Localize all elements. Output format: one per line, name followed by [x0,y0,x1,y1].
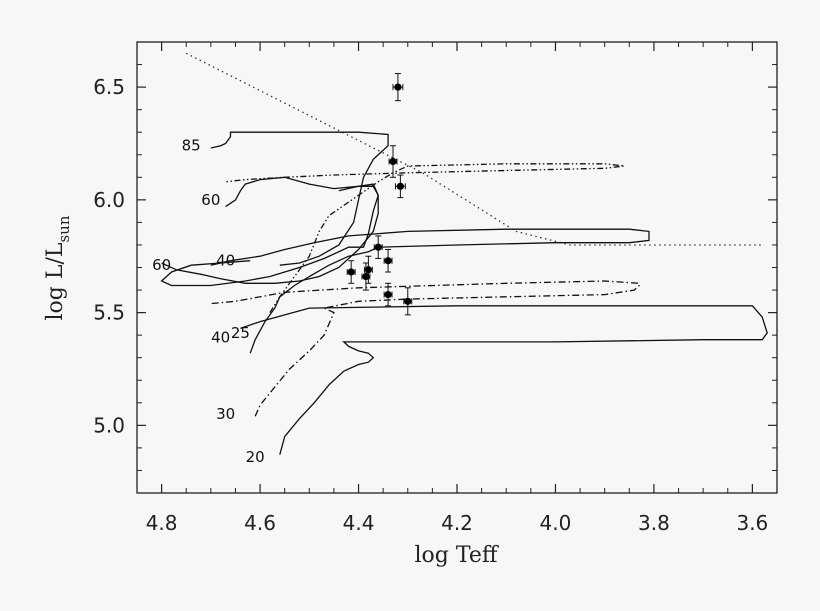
data-point [394,174,406,199]
y-tick-label: 5.5 [93,301,125,325]
point-marker [404,297,412,305]
x-tick-label: 4.8 [146,511,178,535]
x-axis-title: log Teff [415,543,499,568]
data-point [373,235,383,259]
track-label: 60 [201,191,220,209]
x-tick-labels: 4.8 4.6 4.4 4.2 4.0 3.8 3.6 [146,511,769,535]
y-axis-title: log L/Lsun [43,215,73,320]
x-tick-label: 3.6 [736,511,768,535]
point-marker [384,290,392,299]
data-point [392,73,404,102]
point-marker [389,157,397,166]
track-3 [210,228,650,354]
point-marker [374,243,382,251]
point-marker [394,83,402,91]
point-marker [396,182,404,190]
evolutionary-tracks [160,131,768,455]
y-tick-label: 5.0 [93,413,125,437]
y-tick-label: 6.5 [93,75,125,99]
track-label: 30 [216,405,235,423]
data-point [403,287,413,316]
x-tick-label: 4.4 [343,511,375,535]
track-label: 20 [246,448,265,466]
point-marker [347,268,355,276]
y-tick-labels: 5.0 5.5 6.0 6.5 [93,75,125,437]
x-tick-label: 3.8 [638,511,670,535]
x-tick-label: 4.2 [441,511,473,535]
limit-line [185,52,763,246]
data-point [388,145,398,178]
data-point [346,260,356,284]
point-marker [384,257,392,265]
x-tick-label: 4.0 [540,511,572,535]
data-point [383,282,393,307]
track-6 [210,131,389,266]
track-label: 85 [182,137,201,155]
track-label: 60 [152,256,171,274]
track-7 [161,185,379,284]
track-2 [210,280,640,417]
y-tick-label: 6.0 [93,188,125,212]
data-point [383,248,393,273]
point-marker [362,272,370,281]
axis-ticks [136,41,778,494]
y-axis-title-sub: sun [55,215,73,242]
x-tick-label: 4.6 [244,511,276,535]
y-axis-title-main: log L/L [43,242,68,320]
track-label: 25 [231,324,250,342]
track-label: 40 [211,328,230,346]
track-label: 40 [216,252,235,270]
track-1 [240,305,768,455]
point-marker [364,266,372,274]
data-points [346,73,413,316]
data-point [361,262,371,291]
track-4 [225,163,625,313]
track-5 [160,176,379,287]
